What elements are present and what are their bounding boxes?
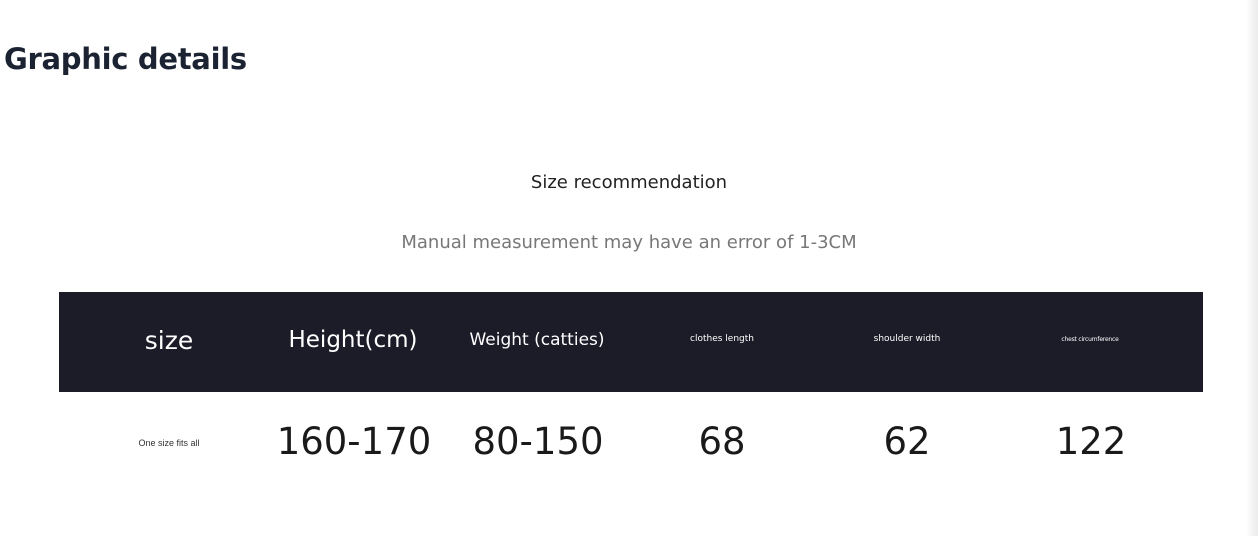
cell-weight-value: 80-150 [472, 420, 604, 463]
cell-clothes-length-value: 68 [698, 420, 746, 463]
scrollbar-gutter [1246, 0, 1258, 536]
header-clothes-length: clothes length [690, 334, 754, 344]
cell-size-value: One size fits all [138, 438, 200, 448]
section-title: Graphic details [4, 42, 247, 76]
size-table-header [59, 292, 1203, 392]
size-chart-image: Size recommendation Manual measurement m… [0, 120, 1246, 536]
cell-height-value: 160-170 [276, 420, 432, 463]
cell-shoulder-width-value: 62 [883, 420, 931, 463]
header-height: Height(cm) [288, 327, 418, 353]
header-size: size [144, 326, 194, 355]
size-chart-title: Size recommendation [530, 172, 728, 193]
header-shoulder-width: shoulder width [873, 334, 941, 344]
cell-chest-value: 122 [1055, 420, 1127, 463]
header-weight: Weight (catties) [469, 330, 605, 350]
size-chart-subtitle: Manual measurement may have an error of … [401, 232, 857, 253]
header-chest-circumference: chest circumference [1061, 336, 1119, 343]
